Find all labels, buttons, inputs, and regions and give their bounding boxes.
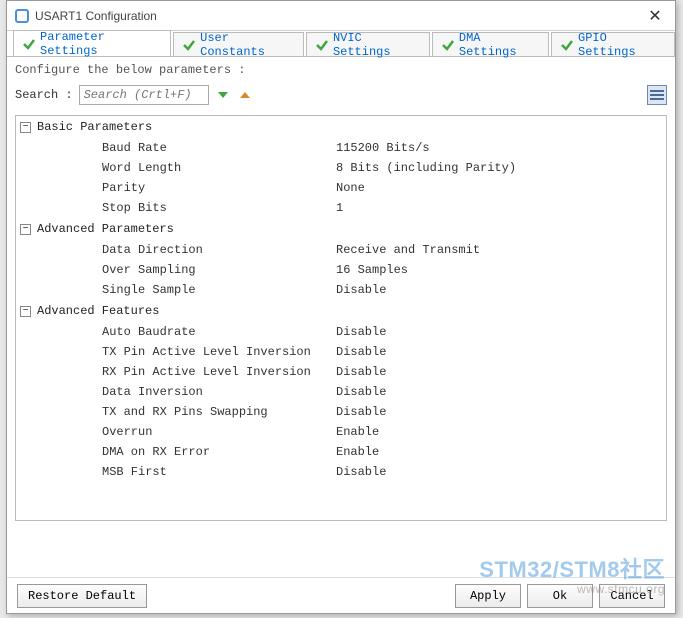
- tab-label: DMA Settings: [459, 31, 540, 59]
- param-value: Disable: [336, 283, 386, 297]
- param-value: 16 Samples: [336, 263, 408, 277]
- intro-text: Configure the below parameters :: [7, 57, 675, 79]
- group-name: Advanced Features: [37, 304, 159, 318]
- param-label: Parity: [16, 181, 336, 195]
- param-row[interactable]: Data DirectionReceive and Transmit: [16, 240, 666, 260]
- param-row[interactable]: Stop Bits1: [16, 198, 666, 218]
- param-value: Disable: [336, 385, 386, 399]
- cancel-button[interactable]: Cancel: [599, 584, 665, 608]
- tab-dma-settings[interactable]: DMA Settings: [432, 32, 549, 56]
- config-dialog: USART1 Configuration ✕ Parameter Setting…: [6, 0, 676, 614]
- check-icon: [182, 38, 196, 52]
- apply-button[interactable]: Apply: [455, 584, 521, 608]
- param-value: None: [336, 181, 365, 195]
- parameter-tree: −Basic ParametersBaud Rate115200 Bits/sW…: [15, 115, 667, 521]
- group-header[interactable]: −Basic Parameters: [16, 116, 666, 138]
- param-value: Enable: [336, 445, 379, 459]
- group-header[interactable]: −Advanced Parameters: [16, 218, 666, 240]
- param-value: 115200 Bits/s: [336, 141, 430, 155]
- check-icon: [560, 38, 574, 52]
- titlebar: USART1 Configuration ✕: [7, 1, 675, 31]
- collapse-icon[interactable]: −: [20, 224, 31, 235]
- close-icon[interactable]: ✕: [643, 4, 667, 28]
- param-label: DMA on RX Error: [16, 445, 336, 459]
- tab-label: Parameter Settings: [40, 30, 162, 58]
- tab-label: GPIO Settings: [578, 31, 666, 59]
- param-row[interactable]: TX and RX Pins SwappingDisable: [16, 402, 666, 422]
- param-row[interactable]: Data InversionDisable: [16, 382, 666, 402]
- tab-label: NVIC Settings: [333, 31, 421, 59]
- param-row[interactable]: Word Length8 Bits (including Parity): [16, 158, 666, 178]
- param-value: 8 Bits (including Parity): [336, 161, 516, 175]
- search-prev-icon[interactable]: [237, 87, 253, 103]
- tab-label: User Constants: [200, 31, 295, 59]
- param-label: TX Pin Active Level Inversion: [16, 345, 336, 359]
- param-value: 1: [336, 201, 343, 215]
- param-value: Disable: [336, 465, 386, 479]
- param-row[interactable]: OverrunEnable: [16, 422, 666, 442]
- restore-default-button[interactable]: Restore Default: [17, 584, 147, 608]
- gear-icon: [15, 9, 29, 23]
- collapse-icon[interactable]: −: [20, 306, 31, 317]
- param-row[interactable]: Auto BaudrateDisable: [16, 322, 666, 342]
- param-group: −Advanced FeaturesAuto BaudrateDisableTX…: [16, 300, 666, 482]
- param-group: −Basic ParametersBaud Rate115200 Bits/sW…: [16, 116, 666, 218]
- group-name: Basic Parameters: [37, 120, 152, 134]
- button-bar: Restore Default Apply Ok Cancel: [7, 577, 675, 613]
- tab-nvic-settings[interactable]: NVIC Settings: [306, 32, 430, 56]
- param-label: Single Sample: [16, 283, 336, 297]
- param-row[interactable]: TX Pin Active Level InversionDisable: [16, 342, 666, 362]
- search-label: Search :: [15, 88, 73, 102]
- param-row[interactable]: Over Sampling16 Samples: [16, 260, 666, 280]
- param-label: RX Pin Active Level Inversion: [16, 365, 336, 379]
- search-input[interactable]: [79, 85, 209, 105]
- param-value: Disable: [336, 345, 386, 359]
- param-label: Auto Baudrate: [16, 325, 336, 339]
- param-label: Baud Rate: [16, 141, 336, 155]
- param-label: MSB First: [16, 465, 336, 479]
- param-row[interactable]: RX Pin Active Level InversionDisable: [16, 362, 666, 382]
- param-row[interactable]: DMA on RX ErrorEnable: [16, 442, 666, 462]
- search-next-icon[interactable]: [215, 87, 231, 103]
- check-icon: [441, 38, 455, 52]
- param-value: Receive and Transmit: [336, 243, 480, 257]
- check-icon: [22, 37, 36, 51]
- tab-parameter-settings[interactable]: Parameter Settings: [13, 30, 171, 56]
- collapse-icon[interactable]: −: [20, 122, 31, 133]
- tab-gpio-settings[interactable]: GPIO Settings: [551, 32, 675, 56]
- bottom-gap: [7, 521, 675, 577]
- param-row[interactable]: Baud Rate115200 Bits/s: [16, 138, 666, 158]
- param-label: Stop Bits: [16, 201, 336, 215]
- param-label: Overrun: [16, 425, 336, 439]
- param-label: Word Length: [16, 161, 336, 175]
- group-name: Advanced Parameters: [37, 222, 174, 236]
- group-header[interactable]: −Advanced Features: [16, 300, 666, 322]
- param-value: Disable: [336, 365, 386, 379]
- ok-button[interactable]: Ok: [527, 584, 593, 608]
- window-title: USART1 Configuration: [35, 9, 643, 23]
- param-value: Disable: [336, 325, 386, 339]
- param-row[interactable]: ParityNone: [16, 178, 666, 198]
- tab-user-constants[interactable]: User Constants: [173, 32, 304, 56]
- param-label: TX and RX Pins Swapping: [16, 405, 336, 419]
- param-row[interactable]: Single SampleDisable: [16, 280, 666, 300]
- check-icon: [315, 38, 329, 52]
- search-row: Search :: [7, 79, 675, 115]
- tab-bar: Parameter Settings User Constants NVIC Set…: [7, 31, 675, 57]
- param-value: Disable: [336, 405, 386, 419]
- collapse-all-icon[interactable]: [647, 85, 667, 105]
- param-row[interactable]: MSB FirstDisable: [16, 462, 666, 482]
- param-value: Enable: [336, 425, 379, 439]
- param-group: −Advanced ParametersData DirectionReceiv…: [16, 218, 666, 300]
- param-label: Data Direction: [16, 243, 336, 257]
- param-label: Data Inversion: [16, 385, 336, 399]
- param-label: Over Sampling: [16, 263, 336, 277]
